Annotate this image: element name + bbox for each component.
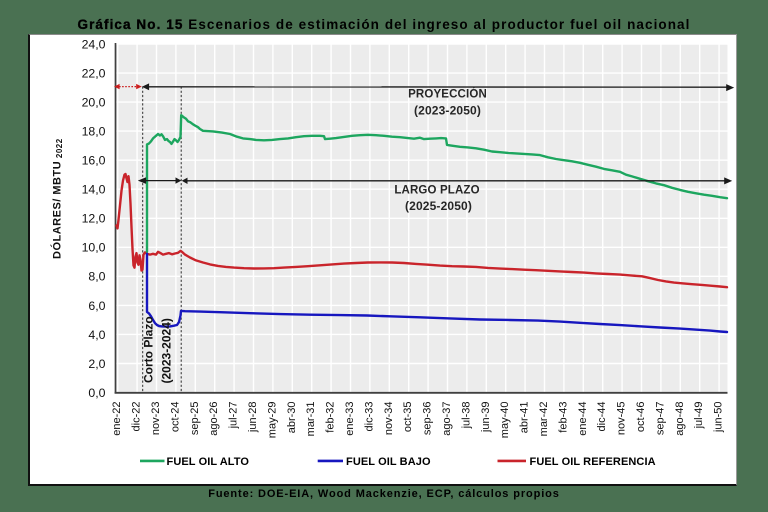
svg-text:mar-31: mar-31 bbox=[305, 402, 317, 437]
svg-text:ene-22: ene-22 bbox=[111, 402, 123, 436]
svg-text:jun-28: jun-28 bbox=[247, 402, 259, 434]
svg-text:feb-43: feb-43 bbox=[557, 402, 569, 433]
svg-text:ago-26: ago-26 bbox=[208, 402, 220, 436]
svg-text:14,0: 14,0 bbox=[82, 183, 106, 197]
svg-text:sep-47: sep-47 bbox=[654, 402, 666, 436]
svg-text:abr-30: abr-30 bbox=[286, 402, 298, 434]
svg-text:dic-33: dic-33 bbox=[363, 402, 375, 432]
svg-text:PROYECCIÓN: PROYECCIÓN bbox=[408, 88, 487, 101]
svg-text:FUEL OIL REFERENCIA: FUEL OIL REFERENCIA bbox=[530, 456, 656, 468]
svg-text:nov-23: nov-23 bbox=[150, 402, 162, 436]
svg-text:may-29: may-29 bbox=[266, 402, 278, 439]
svg-text:16,0: 16,0 bbox=[82, 154, 106, 168]
svg-text:nov-45: nov-45 bbox=[616, 402, 628, 436]
svg-text:abr-41: abr-41 bbox=[519, 402, 531, 434]
svg-text:jul-49: jul-49 bbox=[693, 402, 705, 430]
svg-text:jul-27: jul-27 bbox=[228, 402, 240, 430]
svg-text:jul-38: jul-38 bbox=[460, 402, 472, 430]
svg-text:(2025-2050): (2025-2050) bbox=[405, 199, 472, 213]
svg-text:24,0: 24,0 bbox=[82, 37, 106, 51]
svg-text:oct-46: oct-46 bbox=[635, 402, 647, 433]
svg-text:22,0: 22,0 bbox=[82, 67, 106, 81]
svg-text:2,0: 2,0 bbox=[88, 357, 105, 371]
svg-text:12,0: 12,0 bbox=[82, 212, 106, 226]
svg-text:FUEL OIL ALTO: FUEL OIL ALTO bbox=[167, 456, 250, 468]
svg-text:oct-24: oct-24 bbox=[169, 402, 181, 433]
svg-text:dic-44: dic-44 bbox=[596, 402, 608, 432]
svg-text:8,0: 8,0 bbox=[88, 270, 105, 284]
svg-text:LARGO PLAZO: LARGO PLAZO bbox=[394, 185, 479, 197]
svg-text:DÓLARES/ MBTU 2022: DÓLARES/ MBTU 2022 bbox=[51, 138, 65, 259]
svg-text:6,0: 6,0 bbox=[88, 299, 105, 313]
svg-text:20,0: 20,0 bbox=[82, 96, 106, 110]
svg-text:feb-32: feb-32 bbox=[325, 402, 337, 433]
svg-text:ene-44: ene-44 bbox=[577, 402, 589, 436]
svg-text:sep-25: sep-25 bbox=[189, 402, 201, 436]
svg-text:nov-34: nov-34 bbox=[383, 402, 395, 436]
svg-text:10,0: 10,0 bbox=[82, 241, 106, 255]
svg-text:(2023-2050): (2023-2050) bbox=[414, 104, 481, 118]
svg-text:mar-42: mar-42 bbox=[538, 402, 550, 437]
svg-text:ago-37: ago-37 bbox=[441, 402, 453, 436]
svg-text:jun-50: jun-50 bbox=[713, 402, 725, 434]
svg-text:(2023-2024): (2023-2024) bbox=[160, 318, 174, 383]
svg-text:sep-36: sep-36 bbox=[422, 402, 434, 436]
svg-text:4,0: 4,0 bbox=[88, 328, 105, 342]
svg-text:jun-39: jun-39 bbox=[480, 402, 492, 434]
svg-text:0,0: 0,0 bbox=[88, 386, 105, 400]
svg-text:Corto Plazo: Corto Plazo bbox=[142, 316, 156, 383]
svg-text:FUEL OIL BAJO: FUEL OIL BAJO bbox=[346, 456, 431, 468]
svg-text:ago-48: ago-48 bbox=[674, 402, 686, 436]
svg-text:dic-22: dic-22 bbox=[131, 402, 143, 432]
svg-text:18,0: 18,0 bbox=[82, 125, 106, 139]
svg-text:may-40: may-40 bbox=[499, 402, 511, 439]
svg-text:ene-33: ene-33 bbox=[344, 402, 356, 436]
svg-text:oct-35: oct-35 bbox=[402, 402, 414, 433]
